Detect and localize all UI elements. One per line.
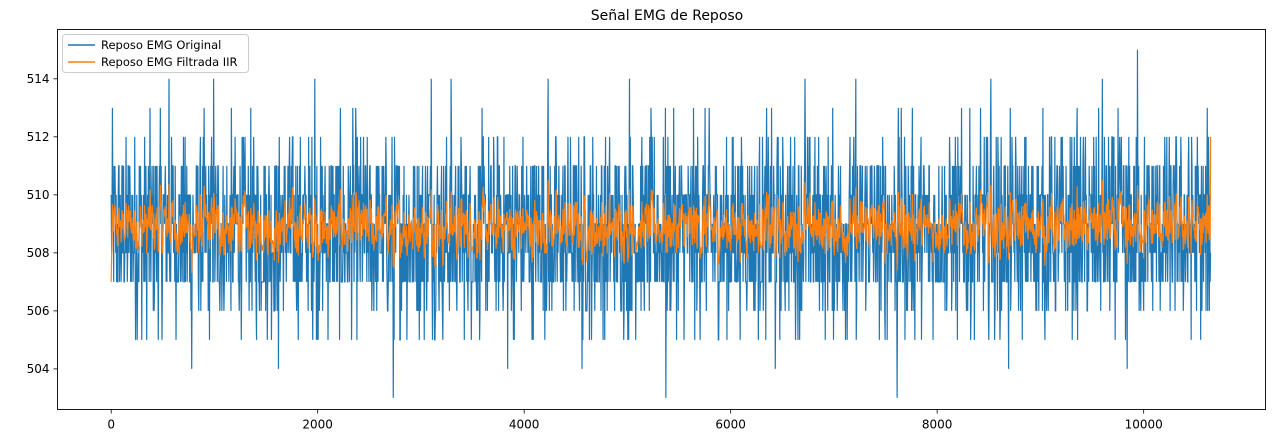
x-tick-label: 0: [107, 418, 115, 432]
legend-box: [62, 34, 249, 73]
y-axis: 504 506 508 510 512 514: [27, 72, 58, 376]
x-tick-label: 6000: [715, 418, 746, 432]
x-axis: 0 2000 4000 6000 8000 10000: [107, 409, 1163, 432]
y-tick-label: 512: [27, 130, 50, 144]
y-tick-label: 510: [27, 188, 50, 202]
chart-title: Señal EMG de Reposo: [591, 8, 744, 24]
legend: Reposo EMG Original Reposo EMG Filtrada I…: [62, 34, 249, 73]
y-tick-label: 514: [27, 72, 50, 86]
x-tick-label: 8000: [922, 418, 953, 432]
x-tick-label: 10000: [1125, 418, 1163, 432]
series-layer: [110, 49, 1212, 398]
x-tick-label: 4000: [509, 418, 540, 432]
y-tick-label: 506: [27, 304, 50, 318]
y-tick-label: 504: [27, 362, 50, 376]
x-tick-label: 2000: [302, 418, 333, 432]
legend-label: Reposo EMG Original: [101, 38, 221, 52]
legend-label: Reposo EMG Filtrada IIR: [101, 55, 238, 69]
series-line-filtered: [110, 136, 1212, 282]
series-line-original: [110, 49, 1212, 398]
plot-frame: [57, 29, 1266, 410]
y-tick-label: 508: [27, 246, 50, 260]
